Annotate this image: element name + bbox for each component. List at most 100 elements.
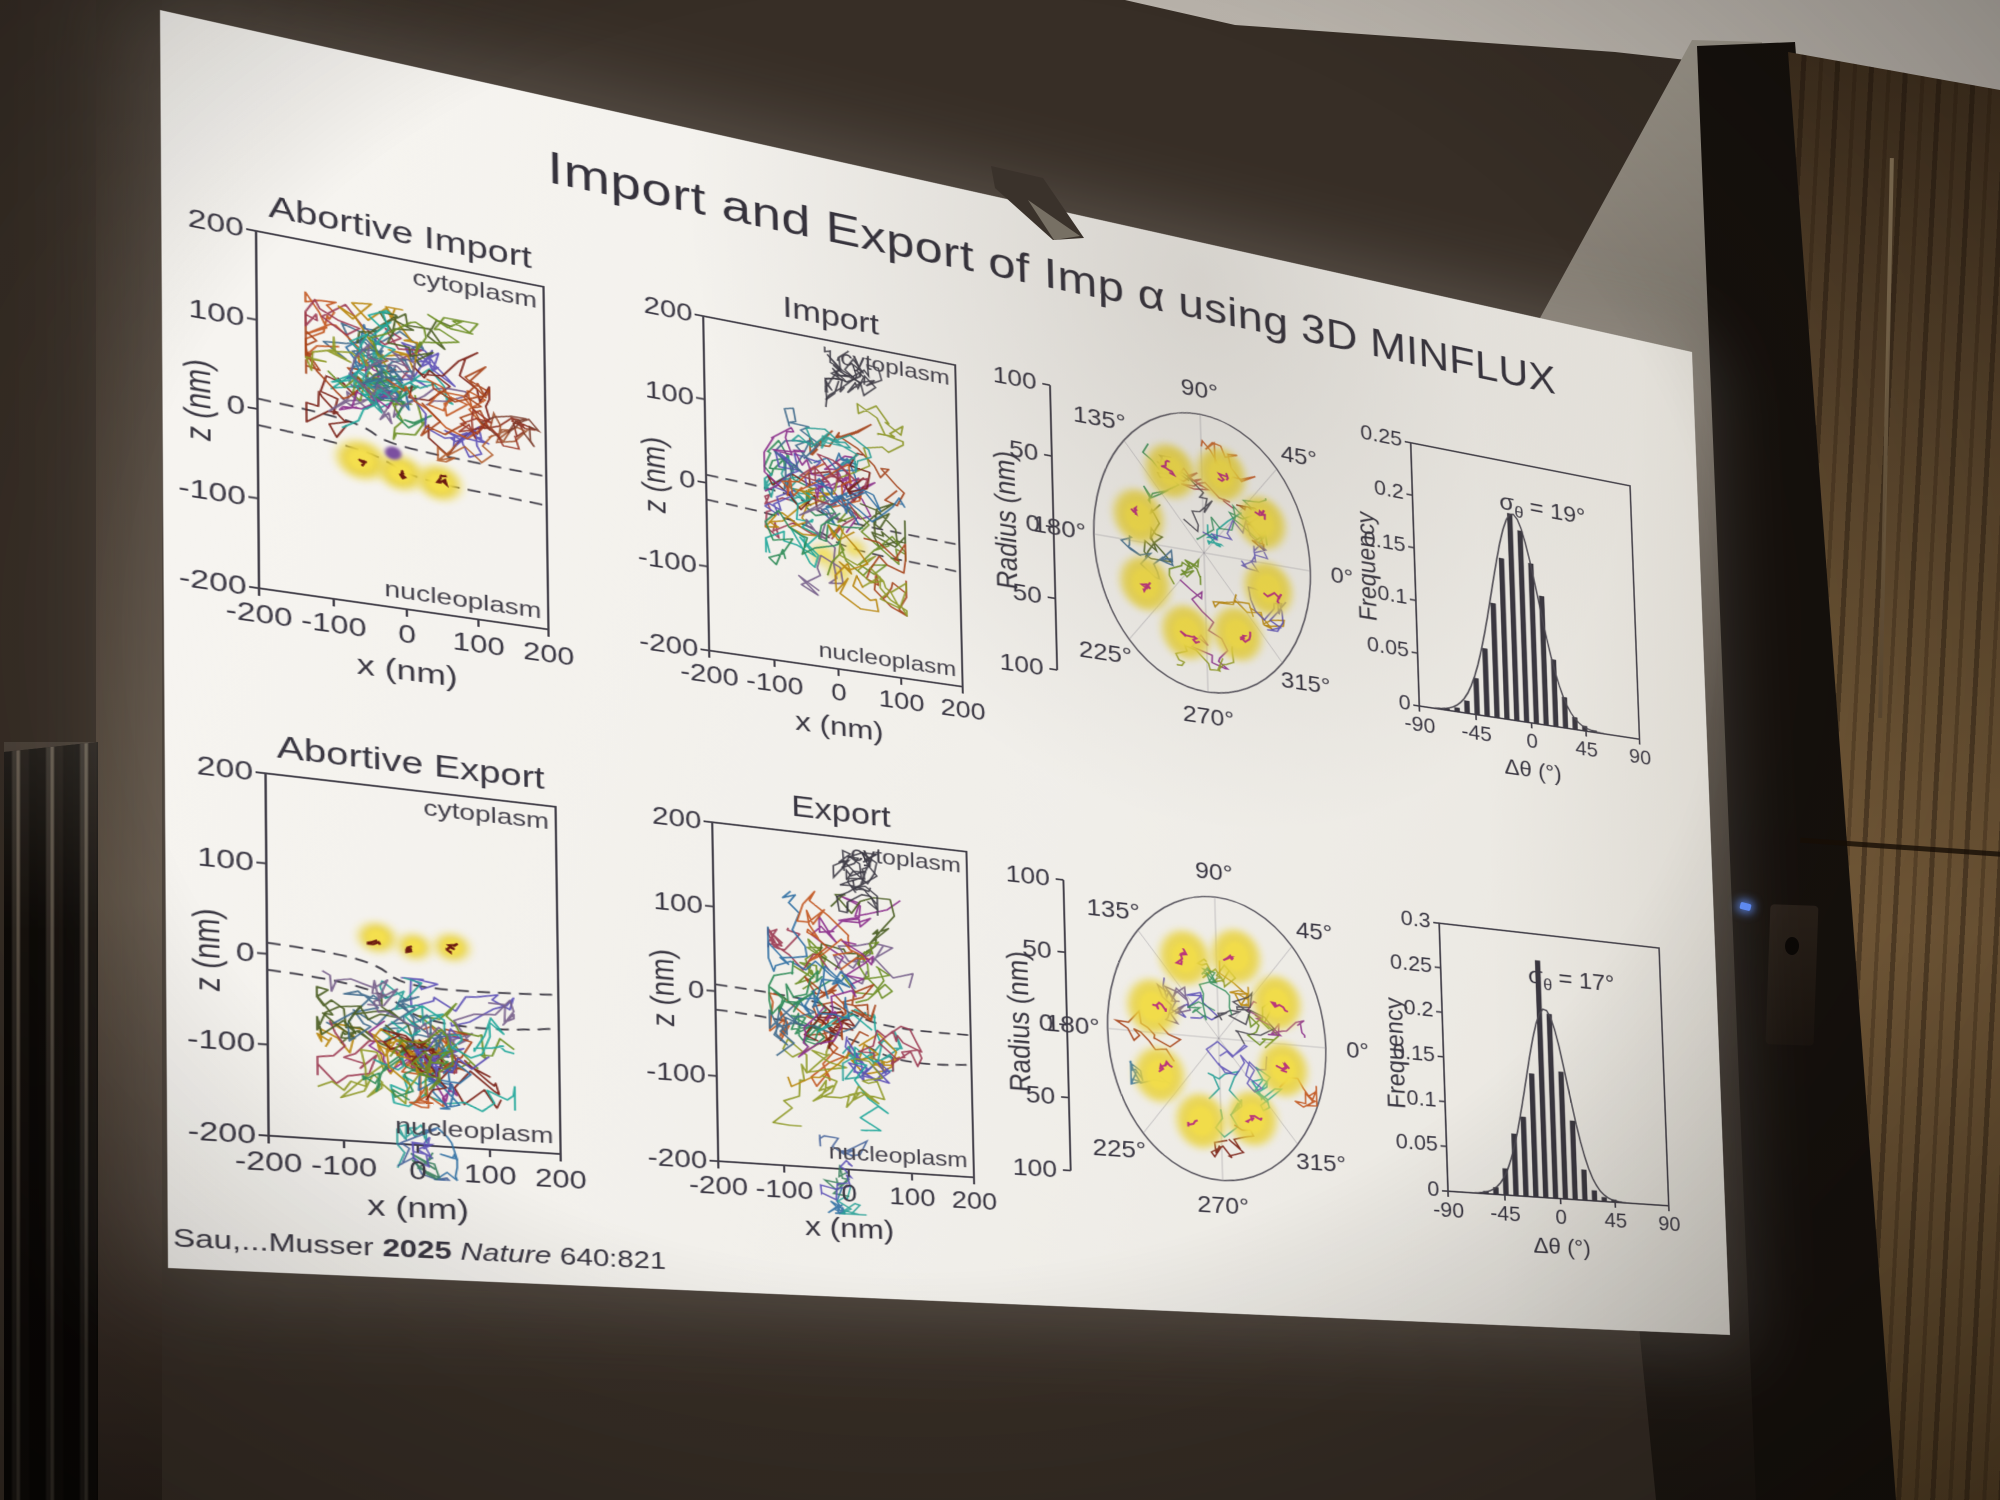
- keyhole: [1784, 936, 1800, 956]
- npc-blob-core: [388, 461, 413, 484]
- sigma-symbol: σ: [1527, 962, 1544, 990]
- y-tick: [1412, 652, 1418, 653]
- histogram-bar: [1581, 1169, 1588, 1201]
- npc-blob-core: [347, 447, 375, 473]
- y-tick: [695, 314, 704, 316]
- wall-left-of-screen: [96, 0, 162, 1500]
- radius-tick: [1048, 597, 1056, 598]
- y-tick: [248, 497, 258, 499]
- x-tick-label: -200: [234, 1145, 303, 1179]
- histogram-bar: [1528, 562, 1540, 725]
- y-tick-label: 0.05: [1395, 1130, 1439, 1157]
- x-tick-label: 200: [534, 1163, 587, 1195]
- npc-blob-track: [407, 946, 413, 953]
- x-tick-label: 200: [522, 636, 575, 672]
- y-tick-label: 100: [653, 886, 704, 919]
- x-tick-label: 0: [1555, 1206, 1568, 1230]
- x-tick-label: 100: [888, 1182, 936, 1212]
- histogram-bar: [1528, 1073, 1539, 1198]
- zx-plot-abortive-import: Abortive Import 200 100 0 -100 -200 -200 -100 0 1…: [177, 188, 574, 693]
- histogram-bar: [1473, 677, 1480, 716]
- histogram-import-dtheta: 0.25 0.2 0.15 0.1 0.05 0 -90 -45 0 45 90 Frequency Δ…: [1352, 421, 1652, 786]
- histogram-bar: [1517, 530, 1530, 723]
- y-axis-label: z (nm): [177, 355, 220, 444]
- angle-label: 315°: [1295, 1149, 1347, 1178]
- y-axis-label: z (nm): [186, 906, 229, 993]
- x-tick-label: -100: [310, 1149, 378, 1183]
- y-tick: [699, 565, 708, 566]
- npc-blob: [398, 932, 430, 961]
- histogram-bar: [1558, 1071, 1569, 1200]
- x-tick-label: -45: [1489, 1201, 1522, 1227]
- radius-tick: [1049, 669, 1057, 670]
- x-tick-label: 45: [1575, 737, 1599, 763]
- angle-label: 270°: [1197, 1191, 1250, 1220]
- x-tick-label: 0: [1526, 729, 1539, 754]
- radius-tick: [1061, 1097, 1069, 1098]
- sigma-symbol: σ: [1498, 489, 1515, 517]
- y-tick-label: 100: [197, 841, 254, 877]
- y-tick: [696, 398, 705, 400]
- x-tick-label: 0: [408, 1155, 428, 1186]
- y-tick: [249, 587, 259, 588]
- x-axis-label: x (nm): [804, 1211, 895, 1246]
- y-tick: [704, 821, 713, 822]
- x-tick-label: -100: [745, 666, 804, 701]
- y-tick: [1410, 599, 1416, 600]
- histogram-bar: [1482, 647, 1490, 717]
- y-tick-label: -100: [645, 1056, 707, 1089]
- x-tick-label: 0: [830, 678, 847, 707]
- x-tick-label: -200: [225, 594, 293, 633]
- y-tick: [246, 229, 256, 231]
- histogram-bar: [1498, 557, 1510, 720]
- x-tick-label: 90: [1657, 1212, 1681, 1236]
- trajectory: [858, 498, 905, 551]
- histogram-bar: [1569, 1120, 1578, 1200]
- angle-label: 0°: [1345, 1037, 1370, 1064]
- citation-authors: Sau,...Musser: [172, 1222, 383, 1262]
- angle-label: 180°: [1045, 1010, 1101, 1041]
- x-tick-label: 100: [452, 626, 505, 662]
- y-tick: [708, 1075, 717, 1076]
- histogram-bar: [1591, 1190, 1598, 1202]
- y-tick: [1408, 547, 1414, 548]
- histogram-bar: [1454, 707, 1460, 713]
- histogram-bar: [1507, 512, 1520, 722]
- y-tick-label: 200: [196, 750, 254, 787]
- zx-plot-export: Export 200 100 0 -100 -200 -200 -100 0 100 200 z (n…: [644, 789, 997, 1246]
- y-tick: [1413, 705, 1419, 706]
- x-tick-label: -90: [1432, 1198, 1465, 1223]
- y-tick: [247, 318, 257, 320]
- y-axis-label: Frequency: [1380, 996, 1412, 1110]
- trajectory: [1206, 1041, 1268, 1093]
- zx-plot-import: Import 200 100 0 -100 -200 -200 -100 0 100 200 z (n…: [636, 290, 986, 747]
- x-tick-label: -200: [679, 657, 739, 692]
- radius-tick-label: 100: [1012, 1153, 1058, 1183]
- y-axis-label: z (nm): [635, 433, 674, 516]
- y-tick: [1435, 967, 1441, 968]
- y-tick-label: 200: [643, 291, 693, 328]
- y-axis-label: Frequency: [1351, 509, 1383, 623]
- x-tick-label: -200: [688, 1170, 749, 1202]
- zx-plot-canvas: [256, 231, 548, 629]
- npc-blob: [358, 921, 396, 954]
- histogram-bar: [1546, 1013, 1559, 1199]
- x-tick-label: 0: [841, 1179, 858, 1208]
- histogram-bar: [1490, 602, 1500, 719]
- x-tick-label: 45: [1604, 1209, 1628, 1233]
- histogram-bar: [1464, 700, 1470, 714]
- y-tick: [256, 772, 266, 773]
- y-tick: [256, 862, 266, 863]
- citation-year: 2025: [382, 1232, 452, 1265]
- y-tick: [710, 1161, 719, 1162]
- y-tick: [1438, 1056, 1444, 1057]
- x-tick-label: -45: [1461, 720, 1493, 747]
- y-tick-label: 200: [651, 801, 702, 835]
- zx-plot-canvas: [266, 773, 561, 1154]
- y-tick: [259, 1135, 269, 1136]
- citation-journal: Nature: [451, 1236, 560, 1270]
- metal-pillar: [4, 742, 98, 1500]
- y-tick: [707, 990, 716, 991]
- npc-blob: [418, 462, 461, 503]
